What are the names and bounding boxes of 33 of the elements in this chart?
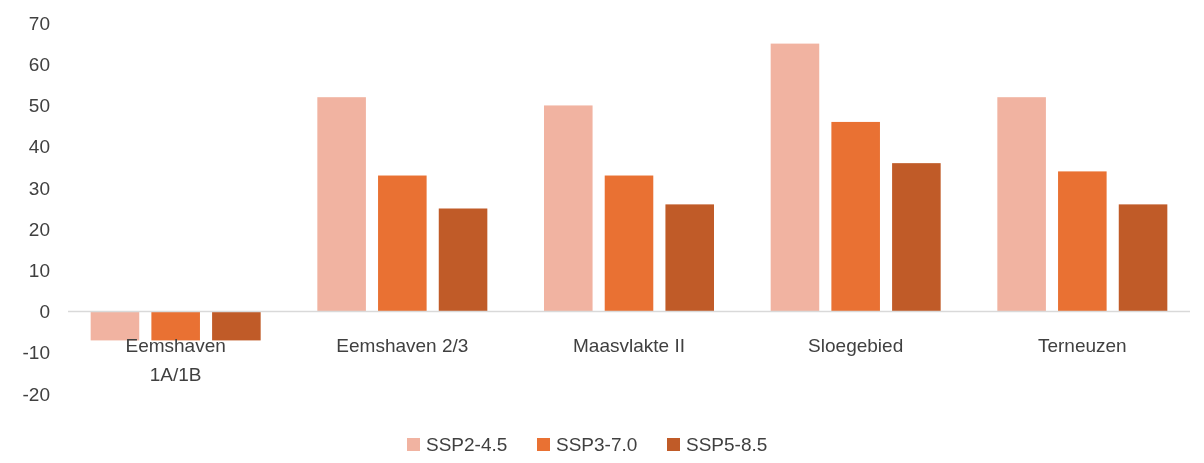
x-tick-label: Eemshaven 2/3 — [336, 335, 469, 356]
y-tick-label: 60 — [28, 53, 50, 75]
bar — [1118, 204, 1168, 312]
y-tick-label: -10 — [22, 342, 50, 364]
bar — [317, 97, 366, 312]
bar — [544, 105, 593, 312]
x-tick-label: Maasvlakte II — [573, 335, 685, 356]
y-tick-label: -20 — [22, 383, 50, 405]
x-tick-label: Terneuzen — [1037, 335, 1127, 356]
y-tick-label: 70 — [28, 12, 50, 34]
y-tick-label: 0 — [39, 301, 50, 323]
bar — [770, 43, 820, 312]
y-tick-label: 20 — [28, 218, 50, 240]
bar — [997, 97, 1046, 312]
bar — [831, 121, 880, 312]
x-tick-label: Eemshaven 1A/1B — [125, 335, 226, 385]
y-tick-label: 10 — [28, 259, 50, 281]
y-tick-label: 30 — [28, 177, 50, 199]
bar — [378, 175, 427, 312]
bar — [438, 208, 488, 312]
bar — [212, 311, 261, 341]
bar — [892, 163, 941, 312]
legend-label: SSP5-8.5 — [686, 434, 768, 455]
bar — [665, 204, 714, 312]
bar — [604, 175, 654, 312]
x-tick-label: Sloegebied — [808, 335, 904, 356]
legend-label: SSP2-4.5 — [426, 434, 508, 455]
bar — [1058, 171, 1107, 312]
bar — [151, 311, 200, 341]
legend-label: SSP3-7.0 — [556, 434, 638, 455]
y-tick-label: 40 — [28, 136, 50, 158]
bar — [90, 311, 140, 341]
y-tick-label: 50 — [28, 95, 50, 117]
